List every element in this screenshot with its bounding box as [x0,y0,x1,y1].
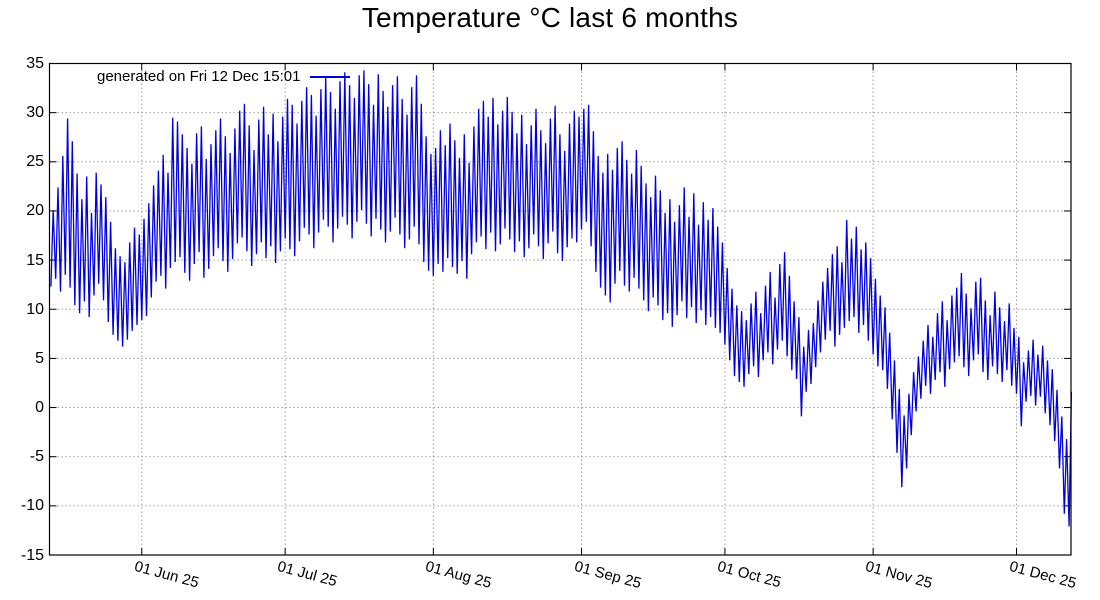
y-tick-label: 35 [26,55,44,72]
y-tick-label: 5 [35,349,44,367]
temperature-line [50,70,1073,527]
y-tick-label: -5 [29,448,44,466]
y-tick-label: -10 [20,497,44,515]
y-tick-label: 15 [26,251,44,269]
y-tick-label: 20 [26,202,44,220]
plot-border [48,62,1072,556]
legend-line-sample [310,75,351,78]
y-tick-label: 10 [26,300,44,318]
y-tick-label: 0 [35,399,44,417]
y-tick-label: 30 [26,104,44,122]
y-tick-label: 25 [26,153,44,171]
legend-label: generated on Fri 12 Dec 15:01 [97,68,301,85]
legend: generated on Fri 12 Dec 15:01 [97,68,351,85]
y-tick-label: -15 [20,546,44,564]
chart-title: Temperature °C last 6 months [361,2,739,33]
